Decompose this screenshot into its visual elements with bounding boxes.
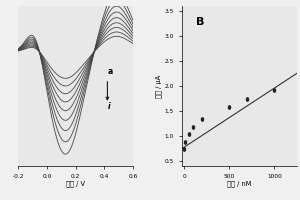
Text: a: a — [108, 67, 113, 76]
X-axis label: 浓度 / nM: 浓度 / nM — [227, 180, 251, 187]
Text: i: i — [108, 102, 111, 111]
X-axis label: 电位 / V: 电位 / V — [66, 180, 85, 187]
Y-axis label: 电流 / μA: 电流 / μA — [155, 74, 162, 98]
Text: B: B — [196, 17, 204, 27]
